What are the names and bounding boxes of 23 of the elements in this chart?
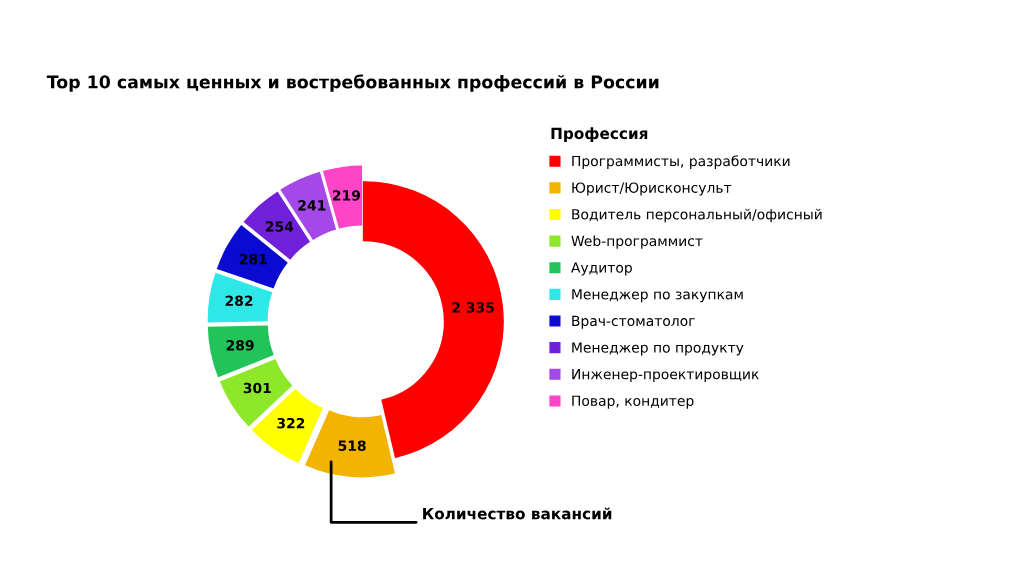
- legend-label: Аудитор: [571, 262, 632, 276]
- data-label: 241: [298, 200, 326, 211]
- chart-title: Top 10 самых ценных и востребованных профессий в России: [46, 74, 659, 92]
- data-label: 281: [239, 253, 267, 265]
- legend-label: Менеджер по закупкам: [572, 289, 743, 303]
- data-label: 254: [265, 221, 294, 232]
- data-label: 289: [226, 340, 254, 351]
- legend-label: Инженер-проектировщик: [572, 369, 759, 383]
- legend-label: Врач-стоматолог: [572, 315, 695, 329]
- data-label: 2 335: [452, 302, 494, 313]
- text: Количество вакансий: [423, 507, 612, 520]
- data-label: 322: [277, 417, 305, 429]
- data-label: 282: [225, 295, 253, 306]
- legend-title: Профессия: [551, 127, 648, 143]
- legend-label: Водитель персональный/офисный: [572, 208, 822, 223]
- legend-label: Юрист/Юрисконсульт: [572, 182, 732, 196]
- data-label: 301: [243, 382, 271, 394]
- legend-label: Повар, кондитер: [572, 395, 694, 409]
- data-label: 518: [338, 440, 366, 451]
- legend-label: Программисты, разработчики: [572, 155, 790, 169]
- legend-label: Менеджер по продукту: [572, 342, 744, 356]
- data-label: 219: [332, 190, 360, 201]
- legend-label: Web-программист: [571, 235, 703, 249]
